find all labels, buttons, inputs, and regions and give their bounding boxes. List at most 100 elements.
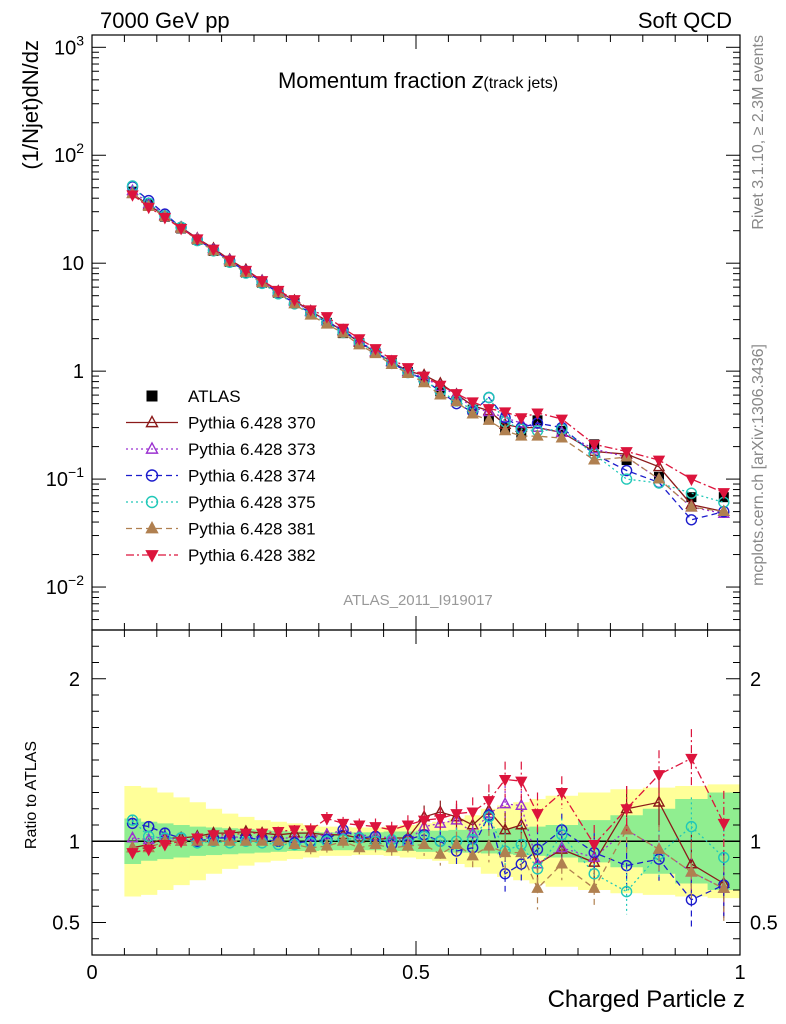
data-point [555,431,568,443]
ratio-point [717,818,730,831]
ratio-point [320,839,334,851]
data-point [652,472,666,484]
ratio-point [450,809,463,821]
data-point [555,414,568,427]
ratio-point [191,833,204,845]
ratio-point [588,881,601,893]
ratio-y-tick-label: 0.5 [52,913,80,935]
ratio-panel: 2 2 1 1 0.5 0.5 0 0.5 1 Ratio to ATLAS Charged P… [23,629,778,1013]
y-tick-label: 1 [73,361,84,383]
ratio-point [652,770,666,782]
legend-label: Pythia 6.428 374 [188,467,316,486]
legend-item: Pythia 6.428 373 [126,440,316,459]
ratio-point [385,825,398,837]
ratio-point [401,820,415,832]
legend-marker [145,469,159,482]
ratio-point [588,868,600,880]
header-right: Soft QCD [638,8,732,33]
data-point [353,334,366,346]
data-point [272,285,285,298]
data-point [620,464,633,477]
data-point [482,404,496,416]
ratio-point [652,795,666,807]
data-point [304,305,317,317]
ratio-point [498,775,512,787]
ratio-point [142,844,155,857]
header-left: 7000 GeV pp [100,8,230,33]
data-point [434,380,447,393]
rivet-label: Rivet 3.1.10, ≥ 2.3M events [750,35,767,230]
data-point [588,453,601,465]
ratio-point [466,848,479,861]
data-point [556,425,567,436]
x-tick-label: 0.5 [402,962,430,984]
ratio-point [272,834,285,846]
data-point [450,389,463,401]
x-tick-label: 0 [86,962,97,984]
ratio-point [450,837,463,849]
data-point [239,265,253,278]
legend-label: ATLAS [188,387,241,406]
ratio-point [304,840,317,853]
ratio-point [482,839,496,851]
data-point [588,439,601,452]
data-point [686,492,697,503]
ratio-point [498,845,512,858]
y-tick-label: 10 [62,253,84,275]
data-point [482,413,496,425]
legend-item: Pythia 6.428 381 [126,520,316,539]
legend: ATLAS Pythia 6.428 370 Pythia 6.428 373 Pyt… [126,387,316,565]
data-point [717,488,730,500]
ratio-y-tick-label-right: 1 [750,831,761,853]
ratio-point [272,827,285,839]
data-point [498,423,512,436]
data-point [434,388,447,400]
legend-label: Pythia 6.428 370 [188,414,316,433]
data-point [531,408,544,420]
legend-marker [145,520,159,534]
ratio-point [239,828,253,841]
ratio-point [369,837,382,849]
ratio-point [126,814,139,826]
data-point [369,344,382,356]
data-point [191,234,204,246]
ratio-point [620,804,633,816]
ratio-point [288,826,301,838]
data-point [320,312,334,324]
data-point [652,459,666,472]
ratio-point [126,848,139,860]
ratio-point [369,822,382,834]
legend-marker [145,441,159,454]
ratio-point [515,798,528,810]
ratio-point [531,863,544,875]
data-point [515,413,528,425]
ratio-point [466,807,479,819]
data-point [142,202,155,215]
data-point [385,355,398,367]
ratio-point [434,847,447,859]
ratio-point [239,834,253,846]
data-point [717,504,730,517]
ratio-point [320,814,334,826]
ratio-point [255,834,269,846]
legend-label: Pythia 6.428 382 [188,546,316,565]
ratio-point [685,865,698,877]
ratio-y-label: Ratio to ATLAS [23,741,40,849]
ratio-y-tick-label: 1 [69,831,80,853]
data-point [685,514,698,526]
series-line [132,190,724,515]
ratio-point [385,840,398,853]
analysis-tag: ATLAS_2011_I919017 [343,592,493,609]
ratio-point [515,776,528,789]
data-point [466,397,479,409]
main-title: Momentum fraction z(track jets) [278,68,558,93]
ratio-point [531,809,544,821]
ratio-point [126,817,139,830]
data-point [498,407,512,419]
main-y-label: (1/Njet)dN/dz [18,40,43,170]
mcplots-label: mcplots.cern.ch [arXiv:1306.3436] [750,344,767,586]
ratio-point [174,836,188,849]
legend-marker [145,414,159,428]
data-point [223,255,236,267]
data-point [685,500,698,512]
